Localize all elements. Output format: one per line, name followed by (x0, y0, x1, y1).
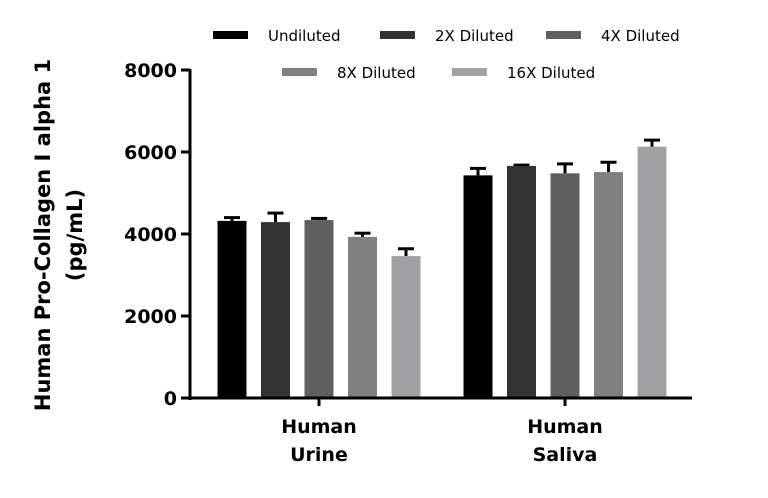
y-tick-label: 2000 (124, 306, 177, 328)
y-tick-label: 0 (164, 388, 177, 410)
y-tick-label: 4000 (124, 224, 177, 246)
legend-label: Undiluted (268, 27, 340, 45)
x-category-label: Saliva (533, 444, 598, 466)
legend-swatch (380, 31, 415, 39)
bar (463, 175, 493, 398)
x-category-label: Urine (290, 444, 348, 466)
y-tick-label: 6000 (124, 142, 177, 164)
bar (348, 236, 377, 398)
bar (304, 220, 334, 398)
x-category-label: Human (527, 416, 603, 438)
legend-swatch (213, 31, 248, 39)
bar (217, 220, 247, 398)
bar (507, 165, 536, 398)
y-tick-label: 8000 (124, 60, 177, 82)
bar (550, 173, 580, 398)
x-category-label: Human (281, 416, 357, 438)
bar (261, 222, 290, 398)
legend-swatch (282, 68, 317, 76)
bar (637, 146, 667, 398)
legend-label: 2X Diluted (435, 27, 514, 45)
bars (217, 138, 667, 398)
x-axis: Human Urine Human Saliva (190, 396, 692, 466)
legend-label: 4X Diluted (601, 27, 680, 45)
bar (391, 256, 421, 398)
y-axis-label-line2: (pg/mL) (63, 189, 87, 281)
y-axis: 0 2000 4000 6000 8000 (124, 60, 192, 410)
bar (594, 172, 623, 398)
y-axis-label-line1: Human Pro-Collagen I alpha 1 (31, 59, 55, 411)
legend-label: 8X Diluted (337, 64, 416, 82)
legend: Undiluted 2X Diluted 4X Diluted 8X Diluted 1… (213, 27, 680, 82)
legend-swatch (546, 31, 581, 39)
legend-label: 16X Diluted (507, 64, 595, 82)
legend-swatch (452, 68, 487, 76)
